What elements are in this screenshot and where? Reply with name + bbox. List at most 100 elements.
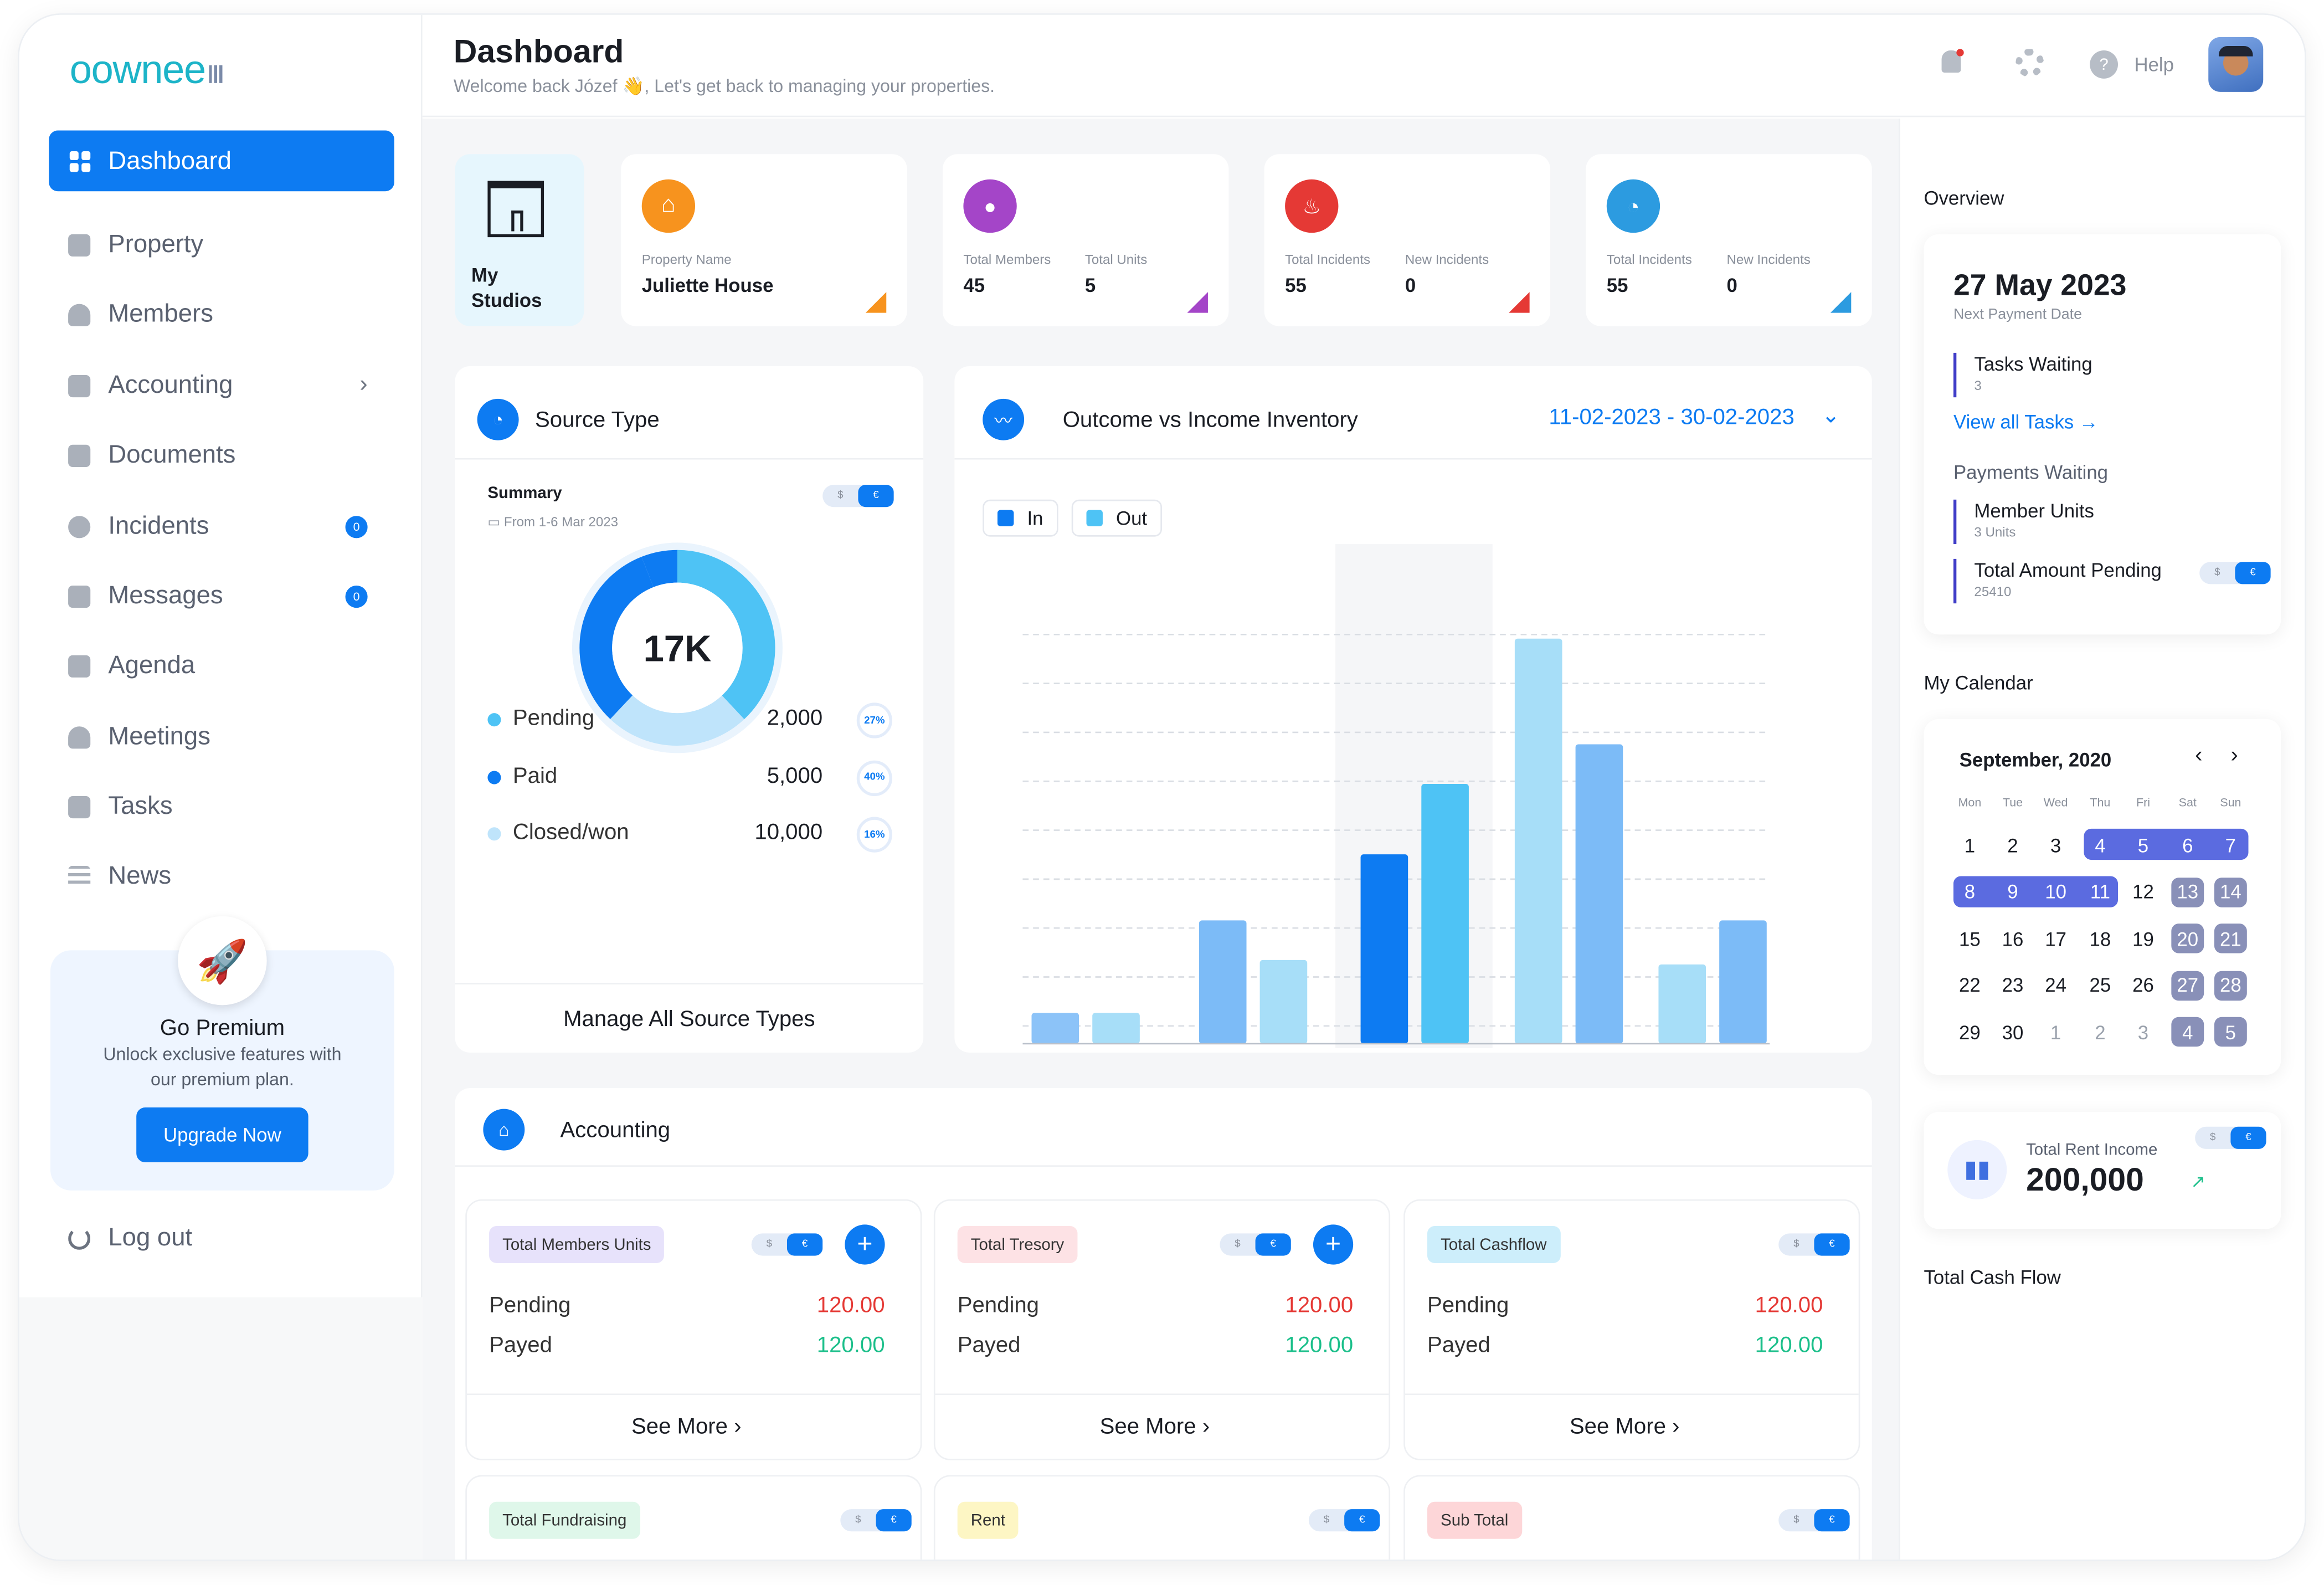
currency-usd[interactable]: $: [2210, 1132, 2216, 1143]
currency-usd[interactable]: $: [1235, 1239, 1241, 1250]
see-more-link[interactable]: See More ›: [1099, 1414, 1210, 1440]
currency-eur[interactable]: €: [1255, 1233, 1291, 1256]
property-card[interactable]: ⌂ Property Name Juliette House: [621, 154, 907, 326]
sidebar-item-meetings[interactable]: Meetings: [68, 716, 382, 758]
currency-eur[interactable]: €: [1344, 1509, 1380, 1532]
calendar-day[interactable]: 11: [2090, 880, 2110, 903]
currency-usd[interactable]: $: [837, 490, 844, 501]
calendar-day[interactable]: 5: [2214, 1017, 2247, 1047]
calendar-day[interactable]: 24: [2045, 974, 2066, 997]
see-more-link[interactable]: See More ›: [631, 1414, 742, 1440]
calendar-day[interactable]: 6: [2182, 834, 2193, 856]
view-all-tasks-link[interactable]: View all Tasks →: [1953, 411, 2099, 433]
currency-eur[interactable]: €: [2230, 1126, 2266, 1149]
currency-toggle[interactable]: $ €: [822, 485, 894, 507]
help-icon[interactable]: ?: [2090, 50, 2119, 79]
calendar-day[interactable]: 23: [2002, 974, 2024, 997]
chevron-down-icon[interactable]: ⌄: [1821, 403, 1840, 429]
see-more-link[interactable]: See More ›: [1569, 1414, 1680, 1440]
sidebar-item-property[interactable]: Property: [68, 224, 382, 265]
currency-toggle[interactable]: $ €: [2199, 562, 2271, 584]
sidebar-item-tasks[interactable]: Tasks: [68, 786, 382, 827]
calendar-day[interactable]: 13: [2171, 876, 2204, 907]
calendar-day[interactable]: 19: [2132, 927, 2154, 950]
currency-usd[interactable]: $: [1793, 1515, 1799, 1526]
calendar-day[interactable]: 16: [2002, 927, 2024, 950]
currency-eur[interactable]: €: [1814, 1509, 1850, 1532]
calendar-day[interactable]: 22: [1959, 974, 1981, 997]
calendar-day[interactable]: 3: [2137, 1020, 2149, 1043]
chevron-left-icon[interactable]: ‹: [2195, 742, 2203, 768]
currency-usd[interactable]: $: [1793, 1239, 1799, 1250]
legend-in[interactable]: In: [983, 499, 1058, 537]
calendar-day[interactable]: 29: [1959, 1020, 1981, 1043]
incidents-card[interactable]: ♨ Total Incidents 55 New Incidents 0: [1264, 154, 1551, 326]
currency-usd[interactable]: $: [2214, 567, 2220, 578]
calendar-day[interactable]: 27: [2171, 970, 2204, 1000]
sidebar-item-accounting[interactable]: Accounting ›: [68, 365, 382, 406]
calendar-day[interactable]: 28: [2214, 970, 2247, 1000]
sidebar-item-agenda[interactable]: Agenda: [68, 645, 382, 686]
currency-eur[interactable]: €: [858, 485, 894, 507]
calendar-day[interactable]: 1: [1964, 834, 1976, 856]
calendar-day[interactable]: 4: [2171, 1017, 2204, 1047]
clipboard-icon: [68, 795, 91, 818]
calendar-day[interactable]: 2: [2007, 834, 2018, 856]
currency-toggle[interactable]: $ €: [751, 1233, 823, 1256]
currency-toggle[interactable]: $ €: [1308, 1509, 1380, 1532]
calendar-day[interactable]: 18: [2089, 927, 2111, 950]
chevron-right-icon[interactable]: ›: [2230, 742, 2238, 768]
sidebar-item-news[interactable]: News: [68, 855, 382, 897]
date-range[interactable]: 11-02-2023 - 30-02-2023: [1549, 404, 1795, 430]
calendar-day[interactable]: 10: [2045, 880, 2066, 903]
calendar-day[interactable]: 12: [2132, 880, 2154, 903]
add-button[interactable]: +: [1313, 1224, 1354, 1265]
upgrade-button[interactable]: Upgrade Now: [136, 1107, 309, 1162]
currency-toggle[interactable]: $ €: [1778, 1233, 1850, 1256]
calendar-day[interactable]: 5: [2137, 834, 2149, 856]
logout-button[interactable]: Log out: [68, 1223, 192, 1253]
calendar-day[interactable]: 20: [2171, 924, 2204, 953]
calendar-day[interactable]: 8: [1964, 880, 1976, 903]
calendar-day[interactable]: 26: [2132, 974, 2154, 997]
gear-icon[interactable]: [2015, 49, 2044, 78]
currency-usd[interactable]: $: [766, 1239, 773, 1250]
calendar-day[interactable]: 25: [2089, 974, 2111, 997]
calendar-day[interactable]: 1: [2050, 1020, 2061, 1043]
calendar-day[interactable]: 4: [2095, 834, 2106, 856]
sidebar-item-messages[interactable]: Messages 0: [68, 575, 382, 617]
bell-icon[interactable]: [1941, 49, 1964, 73]
calendar-day[interactable]: 7: [2225, 834, 2236, 856]
sidebar-item-incidents[interactable]: Incidents 0: [68, 506, 382, 547]
calendar-day[interactable]: 17: [2045, 927, 2066, 950]
manage-source-types-link[interactable]: Manage All Source Types: [563, 1007, 815, 1032]
sidebar-item-dashboard[interactable]: Dashboard: [49, 130, 394, 192]
currency-toggle[interactable]: $ €: [2195, 1126, 2266, 1149]
avatar[interactable]: [2208, 37, 2264, 92]
currency-toggle[interactable]: $ €: [1778, 1509, 1850, 1532]
brand-logo[interactable]: oownee: [70, 48, 223, 94]
sidebar-item-documents[interactable]: Documents: [68, 434, 382, 476]
sidebar-item-members[interactable]: Members: [68, 294, 382, 335]
currency-usd[interactable]: $: [855, 1515, 861, 1526]
calendar-day[interactable]: 30: [2002, 1020, 2024, 1043]
currency-eur[interactable]: €: [876, 1509, 912, 1532]
calendar-day[interactable]: 15: [1959, 927, 1981, 950]
add-button[interactable]: +: [845, 1224, 885, 1265]
currency-usd[interactable]: $: [1323, 1515, 1330, 1526]
calendar-day[interactable]: 2: [2095, 1020, 2106, 1043]
calendar-day[interactable]: 9: [2007, 880, 2018, 903]
currency-toggle[interactable]: $ €: [1220, 1233, 1291, 1256]
calendar-day[interactable]: 14: [2214, 876, 2247, 907]
calendar-day[interactable]: 21: [2214, 924, 2247, 953]
currency-eur[interactable]: €: [2235, 562, 2271, 584]
incidents-card-2[interactable]: ◔ Total Incidents 55 New Incidents 0: [1586, 154, 1872, 326]
currency-eur[interactable]: €: [786, 1233, 823, 1256]
currency-eur[interactable]: €: [1814, 1233, 1850, 1256]
calendar-day[interactable]: 3: [2050, 834, 2061, 856]
help-link[interactable]: Help: [2134, 53, 2174, 76]
currency-toggle[interactable]: $ €: [840, 1509, 912, 1532]
members-card[interactable]: ● Total Members 45 Total Units 5: [942, 154, 1229, 326]
legend-out[interactable]: Out: [1071, 499, 1162, 537]
my-studios-card[interactable]: My Studios: [455, 154, 584, 326]
